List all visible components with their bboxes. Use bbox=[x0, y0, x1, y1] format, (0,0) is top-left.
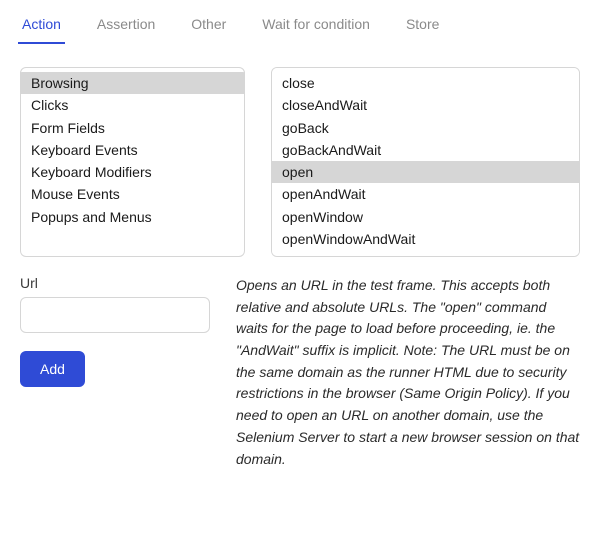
command-item[interactable]: closeAndWait bbox=[272, 94, 579, 116]
tab-store[interactable]: Store bbox=[404, 8, 441, 44]
category-item[interactable]: Popups and Menus bbox=[21, 206, 244, 228]
category-item[interactable]: Keyboard Modifiers bbox=[21, 161, 244, 183]
command-item[interactable]: goBackAndWait bbox=[272, 139, 579, 161]
command-item[interactable]: openAndWait bbox=[272, 183, 579, 205]
lists-row: BrowsingClicksForm FieldsKeyboard Events… bbox=[20, 67, 580, 257]
category-item[interactable]: Form Fields bbox=[21, 117, 244, 139]
command-listbox[interactable]: closecloseAndWaitgoBackgoBackAndWaitopen… bbox=[271, 67, 580, 257]
command-item[interactable]: close bbox=[272, 72, 579, 94]
lower-section: Url Add Opens an URL in the test frame. … bbox=[20, 275, 580, 470]
tab-other[interactable]: Other bbox=[189, 8, 228, 44]
command-item[interactable]: refresh bbox=[272, 250, 579, 257]
category-item[interactable]: Browsing bbox=[21, 72, 244, 94]
tab-assertion[interactable]: Assertion bbox=[95, 8, 157, 44]
command-item[interactable]: openWindowAndWait bbox=[272, 228, 579, 250]
tabs-bar: Action Assertion Other Wait for condition St… bbox=[20, 8, 580, 45]
command-item[interactable]: open bbox=[272, 161, 579, 183]
command-item[interactable]: goBack bbox=[272, 117, 579, 139]
url-label: Url bbox=[20, 275, 210, 291]
input-column: Url Add bbox=[20, 275, 210, 470]
category-item[interactable]: Clicks bbox=[21, 94, 244, 116]
command-item[interactable]: openWindow bbox=[272, 206, 579, 228]
category-item[interactable]: Mouse Events bbox=[21, 183, 244, 205]
category-listbox[interactable]: BrowsingClicksForm FieldsKeyboard Events… bbox=[20, 67, 245, 257]
command-description: Opens an URL in the test frame. This acc… bbox=[236, 275, 580, 470]
add-button[interactable]: Add bbox=[20, 351, 85, 387]
tab-action[interactable]: Action bbox=[20, 8, 63, 44]
url-input[interactable] bbox=[20, 297, 210, 333]
tab-wait-for-condition[interactable]: Wait for condition bbox=[260, 8, 372, 44]
category-item[interactable]: Keyboard Events bbox=[21, 139, 244, 161]
